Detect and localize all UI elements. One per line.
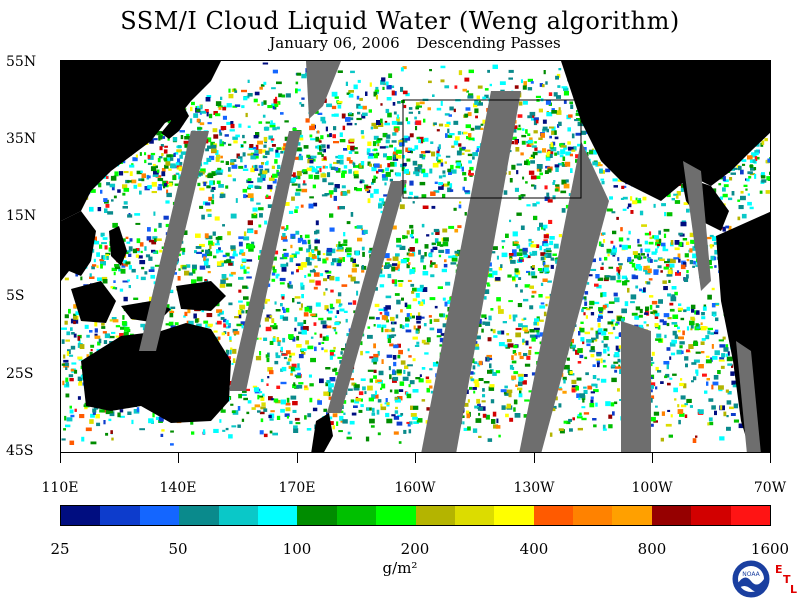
- colorbar-cell: [179, 506, 219, 525]
- land-japan: [161, 101, 189, 139]
- land-philippines: [109, 226, 127, 266]
- colorbar-cell: [415, 506, 455, 525]
- land-indonesia: [71, 281, 226, 323]
- y-tick-label: 45S: [6, 443, 34, 459]
- land-new-zealand: [311, 413, 333, 452]
- x-tick-label: 70W: [753, 480, 787, 496]
- no-data-swath: [306, 61, 341, 119]
- x-tick-label: 140E: [159, 480, 197, 496]
- colorbar-cell: [494, 506, 534, 525]
- missing-data-swaths: [139, 61, 761, 452]
- colorbar-cell: [297, 506, 337, 525]
- x-tick: [534, 453, 535, 463]
- colorbar-cell: [376, 506, 416, 525]
- no-data-swath: [736, 341, 761, 452]
- x-tick-label: 160W: [394, 480, 436, 496]
- no-data-swath: [683, 161, 711, 291]
- etl-letter-l: L: [790, 583, 798, 596]
- land-north-america: [561, 61, 770, 201]
- colorbar-cell: [100, 506, 140, 525]
- etl-letter-t: T: [783, 573, 791, 586]
- noaa-logo-icon: NOAA: [731, 559, 771, 599]
- x-tick-label: 170E: [278, 480, 316, 496]
- y-tick-label: 55N: [6, 54, 37, 70]
- x-tick: [60, 453, 61, 463]
- no-data-swath: [519, 141, 609, 452]
- land-indochina: [61, 211, 96, 281]
- noaa-logo-text: NOAA: [742, 571, 760, 578]
- colorbar-label: 800: [637, 540, 667, 558]
- y-tick-label: 35N: [6, 131, 37, 147]
- region-box: [402, 99, 582, 199]
- x-tick-label: 130W: [513, 480, 555, 496]
- units-label: g/m²: [382, 559, 418, 577]
- colorbar-label: 50: [168, 540, 188, 558]
- colorbar-cell: [454, 506, 495, 525]
- colorbar-label: 1600: [750, 540, 790, 558]
- y-tick-label: 15N: [6, 208, 37, 224]
- etl-letter-e: E: [775, 563, 783, 576]
- x-tick: [415, 453, 416, 463]
- y-tick-label: 5S: [6, 288, 25, 304]
- subtitle-passes: Descending Passes: [416, 34, 561, 52]
- map-subtitle: January 06, 2006 Descending Passes: [0, 35, 800, 52]
- land-australia: [81, 323, 231, 423]
- no-data-swath: [229, 131, 301, 391]
- colorbar-cell: [139, 506, 180, 525]
- no-data-swath: [621, 321, 651, 452]
- colorbar-cell: [691, 506, 731, 525]
- colorbar: [60, 505, 771, 526]
- land-masses: [61, 61, 770, 452]
- x-tick: [297, 453, 298, 463]
- subtitle-date: January 06, 2006: [269, 34, 400, 52]
- colorbar-label: 400: [519, 540, 549, 558]
- colorbar-label: 25: [50, 540, 70, 558]
- map-canvas: [61, 61, 770, 452]
- colorbar-label: 200: [400, 540, 430, 558]
- colorbar-cell: [651, 506, 692, 525]
- x-tick-label: 110E: [41, 480, 79, 496]
- colorbar-cell: [61, 506, 101, 525]
- colorbar-cell: [533, 506, 574, 525]
- colorbar-cell: [612, 506, 652, 525]
- y-tick-label: 25S: [6, 366, 34, 382]
- x-tick: [652, 453, 653, 463]
- x-tick: [770, 453, 771, 463]
- colorbar-cell: [218, 506, 258, 525]
- map-area: [60, 60, 771, 453]
- map-title: SSM/I Cloud Liquid Water (Weng algorithm…: [120, 7, 680, 35]
- colorbar-cell: [730, 506, 771, 525]
- land-south-america: [716, 211, 770, 452]
- colorbar-cell: [257, 506, 298, 525]
- no-data-swath: [327, 181, 406, 413]
- no-data-swath: [139, 131, 209, 351]
- colorbar-label: 100: [282, 540, 312, 558]
- colorbar-cell: [336, 506, 377, 525]
- x-tick-label: 100W: [631, 480, 673, 496]
- colorbar-cell: [573, 506, 613, 525]
- x-tick: [178, 453, 179, 463]
- no-data-swath: [421, 91, 521, 452]
